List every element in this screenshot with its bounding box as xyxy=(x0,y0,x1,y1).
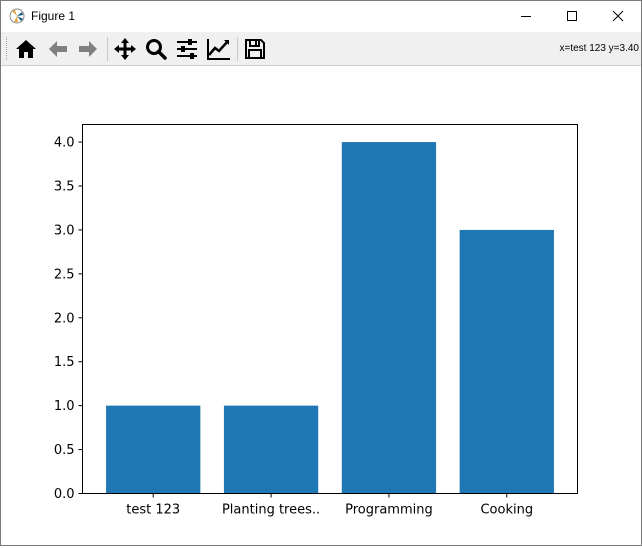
edit-axis-button[interactable] xyxy=(205,35,233,63)
title-bar[interactable]: Figure 1 xyxy=(1,1,641,31)
zoom-button[interactable] xyxy=(142,35,170,63)
magnifier-icon xyxy=(146,39,167,60)
close-icon xyxy=(612,10,624,22)
maximize-icon xyxy=(567,11,577,21)
y-tick-label: 1.5 xyxy=(54,355,75,370)
y-tick-label: 3.0 xyxy=(54,223,75,238)
line-chart-icon xyxy=(207,39,230,60)
y-tick-label: 2.5 xyxy=(54,267,75,282)
configure-subplots-button[interactable] xyxy=(173,35,201,63)
y-tick-label: 0.5 xyxy=(54,443,75,458)
toolbar-separator xyxy=(107,37,108,61)
y-tick-label: 2.0 xyxy=(54,311,75,326)
floppy-disk-icon xyxy=(245,39,265,59)
toolbar-grip xyxy=(6,37,9,60)
bar[interactable] xyxy=(223,405,319,494)
toolbar-separator xyxy=(237,37,238,61)
bar[interactable] xyxy=(341,142,437,494)
navigation-toolbar: x=test 123 y=3.40 xyxy=(1,32,641,66)
bar[interactable] xyxy=(106,405,201,494)
y-tick-label: 4.0 xyxy=(54,136,75,151)
y-tick-label: 3.5 xyxy=(54,180,75,195)
y-tick-label: 1.0 xyxy=(54,399,75,414)
x-tick-label: Programming xyxy=(345,503,433,518)
axes-frame xyxy=(82,124,578,494)
move-icon xyxy=(114,38,136,60)
home-button[interactable] xyxy=(12,35,40,63)
home-icon xyxy=(16,40,36,58)
arrow-right-icon xyxy=(79,41,97,57)
window-title: Figure 1 xyxy=(31,9,76,23)
save-button[interactable] xyxy=(241,35,269,63)
maximize-button[interactable] xyxy=(549,1,595,31)
cursor-coordinates: x=test 123 y=3.40 xyxy=(559,43,639,54)
minimize-button[interactable] xyxy=(503,1,549,31)
minimize-icon xyxy=(521,16,531,17)
matplotlib-logo-icon xyxy=(9,8,25,24)
forward-button[interactable] xyxy=(74,35,102,63)
sliders-icon xyxy=(177,39,197,59)
figure-canvas[interactable]: 0.0 0.5 1.0 1.5 2.0 2.5 3.0 3.5 4.0 test 123 Plan… xyxy=(1,66,641,545)
x-tick-label: Planting trees.. xyxy=(222,503,320,518)
close-button[interactable] xyxy=(595,1,641,31)
pan-button[interactable] xyxy=(111,35,139,63)
x-tick-label: test 123 xyxy=(126,503,180,518)
x-tick-label: Cooking xyxy=(480,503,533,518)
bar[interactable] xyxy=(459,229,554,494)
y-tick-label: 0.0 xyxy=(54,487,75,502)
back-button[interactable] xyxy=(44,35,72,63)
bar-chart[interactable]: 0.0 0.5 1.0 1.5 2.0 2.5 3.0 3.5 4.0 test 123 Plan… xyxy=(1,66,641,545)
arrow-left-icon xyxy=(49,41,67,57)
